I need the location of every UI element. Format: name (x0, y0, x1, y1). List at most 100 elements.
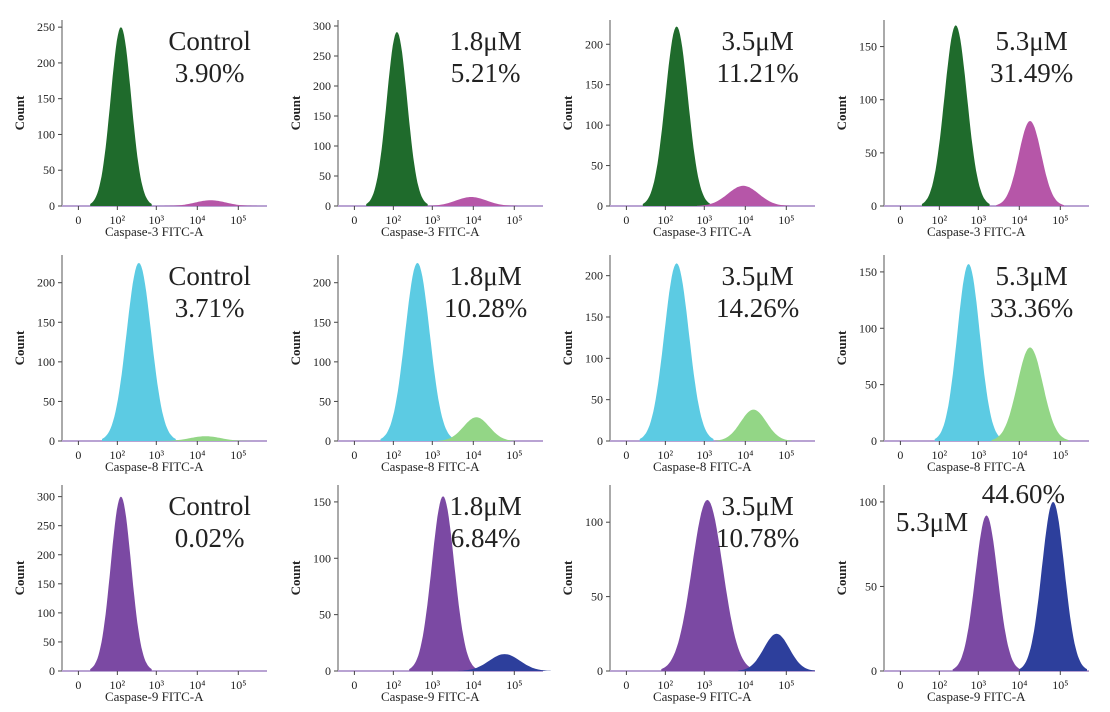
y-axis-label: Count (560, 95, 575, 130)
x-tick-label: 0 (623, 448, 629, 462)
x-tick-label: 10⁴ (1011, 213, 1027, 227)
histogram-peak-positive (458, 654, 551, 671)
y-tick-label: 150 (585, 310, 603, 324)
y-tick-label: 0 (871, 434, 877, 448)
y-tick-label: 250 (37, 519, 55, 533)
x-tick-label: 10² (658, 448, 674, 462)
histogram-peak-positive (996, 121, 1064, 206)
y-tick-label: 150 (37, 577, 55, 591)
x-tick-label: 10² (110, 448, 126, 462)
percent-label: 10.78% (716, 523, 799, 553)
y-tick-label: 150 (313, 315, 331, 329)
y-tick-label: 200 (585, 269, 603, 283)
histogram-panel: 0 50 100 150 200 Count 0 10² 10³ 10⁴ 10⁵ Caspase-8 … (560, 255, 815, 474)
y-tick-label: 100 (859, 321, 877, 335)
x-tick-label: 0 (351, 213, 357, 227)
histogram-peak-negative (366, 32, 428, 206)
x-tick-label: 10⁴ (737, 213, 753, 227)
y-tick-label: 100 (37, 355, 55, 369)
histogram-peak-negative (101, 262, 176, 441)
y-tick-label: 0 (597, 664, 603, 678)
x-tick-label: 10⁵ (230, 213, 246, 227)
y-tick-label: 100 (859, 93, 877, 107)
percent-label: 31.49% (990, 58, 1073, 88)
condition-label: 5.3μM (995, 26, 1067, 56)
y-tick-label: 250 (37, 20, 55, 34)
y-tick-label: 0 (597, 434, 603, 448)
y-tick-label: 100 (313, 139, 331, 153)
y-tick-label: 200 (585, 37, 603, 51)
condition-label: 3.5μM (721, 261, 793, 291)
condition-label: 5.3μM (995, 261, 1067, 291)
y-tick-label: 100 (37, 127, 55, 141)
x-tick-label: 0 (75, 213, 81, 227)
x-axis-label: Caspase-9 FITC-A (381, 689, 480, 704)
histogram-peak-negative (921, 25, 990, 206)
y-tick-label: 50 (591, 590, 603, 604)
y-tick-label: 0 (325, 434, 331, 448)
y-axis-label: Count (288, 95, 303, 130)
x-axis-label: Caspase-9 FITC-A (653, 689, 752, 704)
y-tick-label: 150 (859, 265, 877, 279)
x-tick-label: 10³ (148, 678, 164, 692)
y-tick-label: 100 (585, 515, 603, 529)
x-tick-label: 0 (897, 448, 903, 462)
y-axis-label: Count (560, 330, 575, 365)
x-tick-label: 10³ (696, 678, 712, 692)
x-tick-label: 0 (351, 448, 357, 462)
y-axis-label: Count (288, 330, 303, 365)
x-tick-label: 10⁴ (1011, 448, 1027, 462)
x-tick-label: 10⁴ (189, 448, 205, 462)
x-tick-label: 10² (110, 678, 126, 692)
condition-label: Control (168, 491, 251, 521)
y-tick-label: 200 (37, 548, 55, 562)
x-tick-label: 10² (386, 448, 402, 462)
x-tick-label: 10² (658, 213, 674, 227)
x-tick-label: 10⁴ (189, 678, 205, 692)
percent-label: 3.90% (175, 58, 245, 88)
x-tick-label: 0 (75, 448, 81, 462)
x-tick-label: 10⁵ (1052, 213, 1068, 227)
y-tick-label: 50 (865, 579, 877, 593)
x-tick-label: 10⁴ (1011, 678, 1027, 692)
condition-label: 1.8μM (449, 261, 521, 291)
x-tick-label: 10² (932, 213, 948, 227)
histogram-panel: 0 50 100 150 200 Count 0 10² 10³ 10⁴ 10⁵ Caspase-3 … (560, 20, 815, 239)
x-tick-label: 10² (110, 213, 126, 227)
percent-label: 0.02% (175, 523, 245, 553)
y-tick-label: 50 (43, 163, 55, 177)
y-axis-label: Count (288, 560, 303, 595)
x-tick-label: 10⁵ (230, 678, 246, 692)
histogram-panel: 0 50 100 150 Count 0 10² 10³ 10⁴ 10⁵ Caspase-8 FIT… (834, 255, 1089, 474)
histogram-peak-negative (952, 515, 1021, 671)
x-tick-label: 10² (386, 678, 402, 692)
y-tick-label: 200 (313, 79, 331, 93)
percent-label: 11.21% (716, 58, 798, 88)
condition-label: 1.8μM (449, 26, 521, 56)
x-axis-label: Caspase-3 FITC-A (653, 224, 752, 239)
y-tick-label: 50 (865, 146, 877, 160)
percent-label: 33.36% (990, 293, 1073, 323)
histogram-peak-positive (715, 409, 792, 441)
x-tick-label: 10⁴ (189, 213, 205, 227)
x-tick-label: 10⁴ (465, 213, 481, 227)
x-tick-label: 10³ (970, 213, 986, 227)
histogram-panel: 0 50 100 150 200 250 300 Count 0 10² 10³ 10⁴ 10⁵ Casp… (288, 19, 543, 239)
histogram-panel: 0 50 100 Count 0 10² 10³ 10⁴ 10⁵ Caspase-9 FITC-A… (834, 479, 1089, 704)
histogram-peak-negative (934, 264, 1003, 441)
x-axis-label: Caspase-9 FITC-A (105, 689, 204, 704)
x-tick-label: 10⁵ (506, 213, 522, 227)
y-tick-label: 100 (585, 351, 603, 365)
y-tick-label: 0 (597, 199, 603, 213)
y-tick-label: 150 (585, 78, 603, 92)
y-tick-label: 250 (313, 49, 331, 63)
y-axis-label: Count (834, 95, 849, 130)
x-tick-label: 10⁵ (778, 678, 794, 692)
x-tick-label: 10³ (696, 213, 712, 227)
histogram-panel: 0 50 100 Count 0 10² 10³ 10⁴ 10⁵ Caspase-9 FITC-A… (560, 485, 815, 704)
x-tick-label: 10⁵ (778, 213, 794, 227)
y-tick-label: 0 (325, 199, 331, 213)
x-tick-label: 10² (658, 678, 674, 692)
x-tick-label: 10³ (148, 448, 164, 462)
histogram-panel: 0 50 100 150 200 Count 0 10² 10³ 10⁴ 10⁵ Caspase-8 … (288, 255, 543, 474)
